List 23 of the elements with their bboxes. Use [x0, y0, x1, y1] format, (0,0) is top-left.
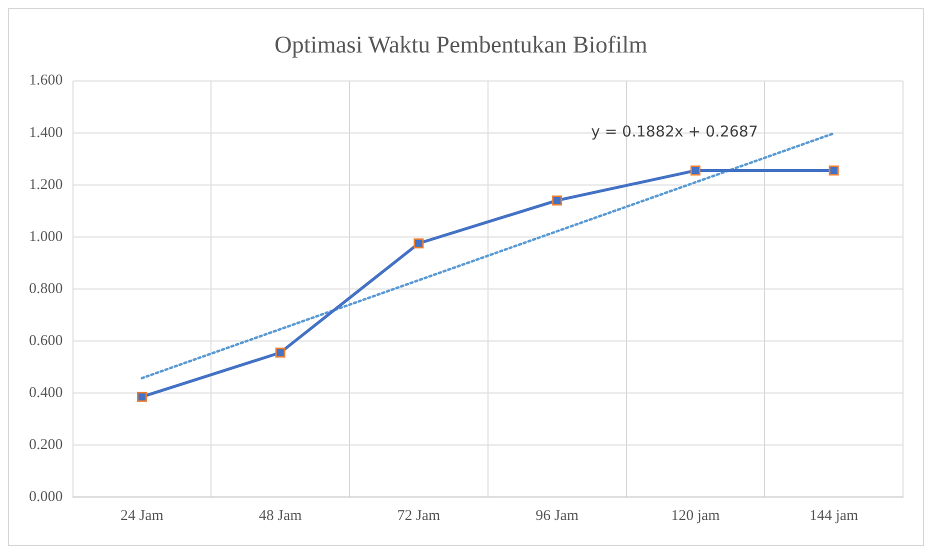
point — [275, 348, 286, 358]
y-tick-label: 1.200 — [29, 176, 63, 193]
annotation: y = 0.1882x + 0.2687 — [591, 122, 758, 141]
y-tick-label: 1.600 — [29, 72, 63, 89]
y-tick-label: 0.000 — [29, 488, 63, 505]
point — [414, 238, 424, 248]
point — [828, 166, 839, 176]
point — [552, 195, 562, 206]
point — [690, 166, 700, 176]
point — [136, 392, 147, 402]
y-tick-label: 1.400 — [29, 124, 63, 141]
x-tick-label: 96 Jam — [536, 508, 579, 524]
x-tick-label: 48 Jam — [258, 508, 302, 524]
y-tick-label: 0.200 — [29, 436, 63, 453]
x-tick-label: 120 jam — [671, 508, 720, 524]
y-tick-label: 0.600 — [29, 332, 63, 349]
y-tick-label: 0.400 — [29, 384, 63, 401]
x-tick-label: 24 Jam — [120, 508, 164, 524]
y-tick-label: 0.800 — [29, 280, 63, 297]
chart-title: Optimasi Waktu Pembentukan Biofilm — [274, 32, 648, 59]
x-tick-label: 144 jam — [809, 508, 859, 524]
x-tick-label: 72 Jam — [397, 508, 440, 524]
y-tick-label: 1.000 — [29, 228, 63, 245]
